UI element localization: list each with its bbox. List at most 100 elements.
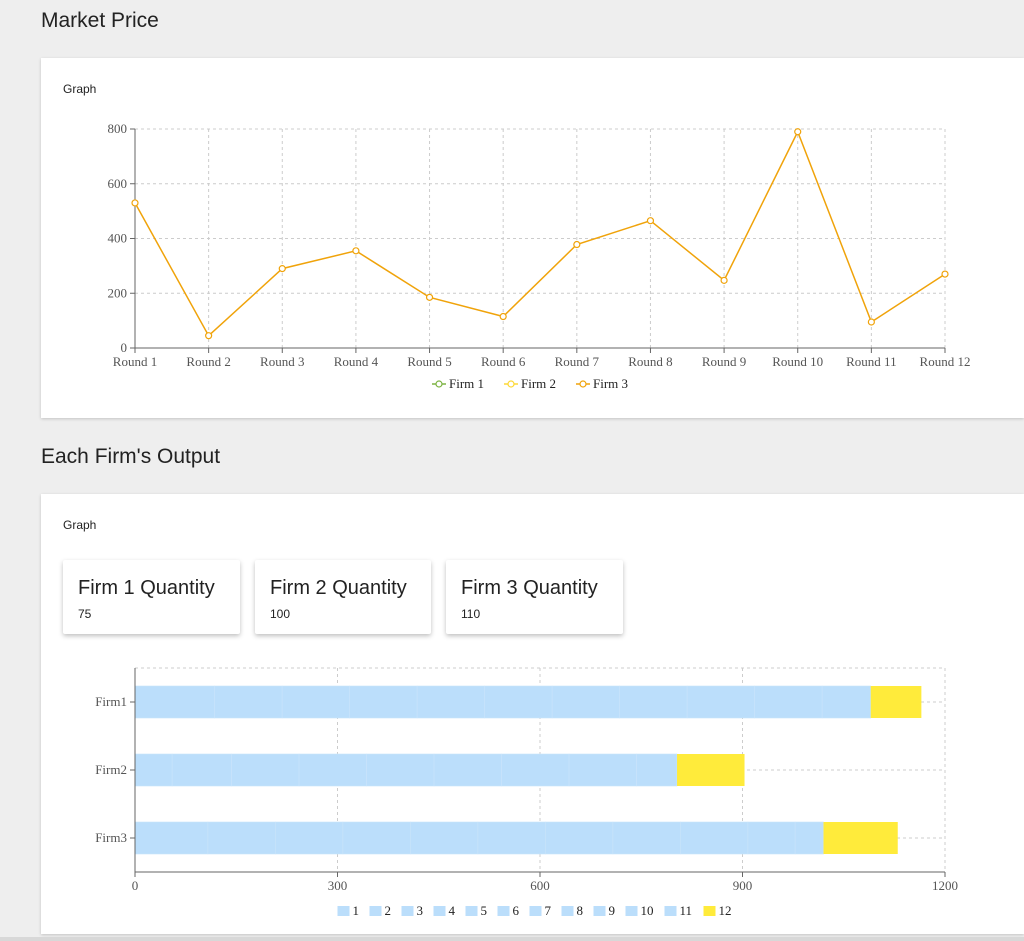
bar-segment [636,753,678,787]
bar-segment [680,821,749,855]
x-tick-label: Round 1 [113,354,157,369]
bar-segment [545,821,614,855]
firm-output-card: Graph Firm 1 Quantity 75 Firm 2 Quantity… [41,494,1024,934]
bar-segment [275,821,344,855]
bottom-divider [0,937,1024,941]
legend-label: 6 [513,903,520,918]
legend-label: 10 [641,903,654,918]
data-point [352,247,360,255]
bar-segment [568,753,637,787]
x-tick-label: Round 8 [628,354,672,369]
bar-segment [171,753,232,787]
y-tick-label: 0 [121,340,128,355]
y-tick-label: Firm2 [95,762,127,777]
legend-label: 3 [417,903,424,918]
legend-label: Firm 1 [449,376,484,391]
x-tick-label: 300 [328,878,348,893]
x-tick-label: 1200 [932,878,958,893]
y-tick-label: 400 [108,231,128,246]
bar-segment [366,753,435,787]
legend-swatch [529,906,542,916]
data-point [499,312,507,321]
market-price-title: Market Price [41,9,159,32]
y-tick-label: 800 [108,121,128,136]
data-point [646,217,655,225]
legend-label: 2 [385,903,392,918]
y-tick-label: 200 [108,285,128,300]
firm-3-quantity-title: Firm 3 Quantity [461,577,598,599]
legend-label: Firm 3 [593,376,628,391]
firm-1-quantity-value: 75 [78,607,92,621]
bar-segment [433,753,502,787]
legend-label: 12 [719,903,732,918]
y-tick-label: 600 [108,176,128,191]
firm-1-quantity-card: Firm 1 Quantity 75 [63,560,240,634]
bar-segment [612,821,681,855]
y-tick-label: Firm1 [95,694,127,709]
legend-label: 4 [449,903,456,918]
legend-swatch [625,906,638,916]
bar-segment [342,821,411,855]
data-point [867,318,875,326]
legend-swatch [433,906,446,916]
legend-swatch [664,906,677,916]
legend-marker [579,380,587,388]
bar-segment [484,685,553,719]
bar-segment [281,685,350,719]
legend-label: 11 [680,903,693,918]
data-point [278,265,286,273]
bar-segment [794,821,824,855]
bar-segment [501,753,570,787]
bar-segment [686,685,755,719]
series-line [134,129,946,337]
legend-label: 8 [577,903,584,918]
legend-swatch [401,906,414,916]
data-point [573,240,581,249]
x-tick-label: Round 4 [334,354,379,369]
bar-segment [551,685,620,719]
data-point [720,276,728,284]
x-tick-label: Round 12 [920,354,971,369]
bar-segment [416,685,485,719]
data-point [425,293,434,301]
x-tick-label: 900 [733,878,753,893]
bar-segment [134,753,173,787]
firm-2-quantity-value: 100 [270,607,291,621]
legend-swatch [369,906,382,916]
bar-segment [619,685,688,719]
bar-segment [298,753,367,787]
bar-segment [677,754,745,786]
bar-segment [477,821,546,855]
legend-marker [435,380,443,388]
bar-segment [747,821,796,855]
graph-label: Graph [63,82,97,96]
legend-swatch [561,906,574,916]
x-tick-label: 0 [132,878,139,893]
legend-label: 7 [545,903,552,918]
firm-2-quantity-title: Firm 2 Quantity [270,577,407,599]
x-tick-label: 600 [530,878,550,893]
legend-label: 1 [353,903,360,918]
x-tick-label: Round 11 [846,354,896,369]
bar-segment [870,686,922,718]
legend-label: 9 [609,903,616,918]
legend-swatch [593,906,606,916]
x-tick-label: Round 5 [407,354,451,369]
data-point [941,270,949,278]
market-price-line-chart: 0 200 400 600 800 Round 1 Round 2 Round 3 Round … [108,121,971,391]
firm-1-quantity-title: Firm 1 Quantity [78,577,215,599]
bar-segment [134,821,209,855]
legend-swatch [465,906,478,916]
market-price-card: Graph 0 200 400 600 800 Round 1 Round 2 Round 3… [41,58,1024,418]
x-tick-label: Round 3 [260,354,304,369]
bar-segment [823,822,898,854]
firm-3-quantity-card: Firm 3 Quantity 110 [446,560,623,634]
y-tick-label: Firm3 [95,830,127,845]
bar-segment [134,685,215,719]
x-tick-label: Round 2 [186,354,230,369]
x-tick-label: Round 9 [702,354,746,369]
x-tick-label: Round 7 [555,354,600,369]
bar-segment [214,685,283,719]
legend-label: 5 [481,903,488,918]
